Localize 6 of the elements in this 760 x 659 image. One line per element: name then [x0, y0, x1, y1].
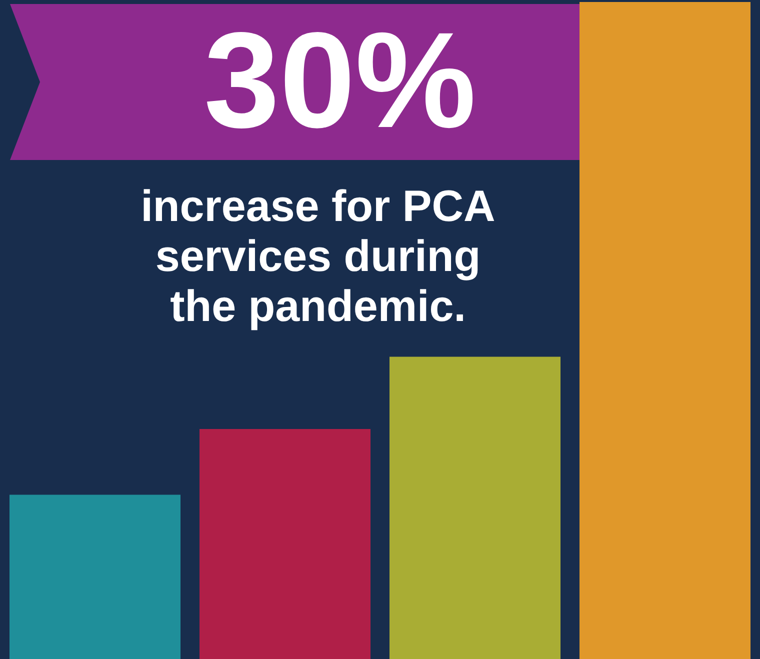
- text: increase for PCA services during the pandemic.: [140, 182, 496, 332]
- bar: [200, 429, 370, 659]
- bar: [10, 494, 180, 659]
- chart-title: 30%: [202, 3, 478, 158]
- bar: [390, 356, 560, 659]
- bar: [580, 2, 750, 659]
